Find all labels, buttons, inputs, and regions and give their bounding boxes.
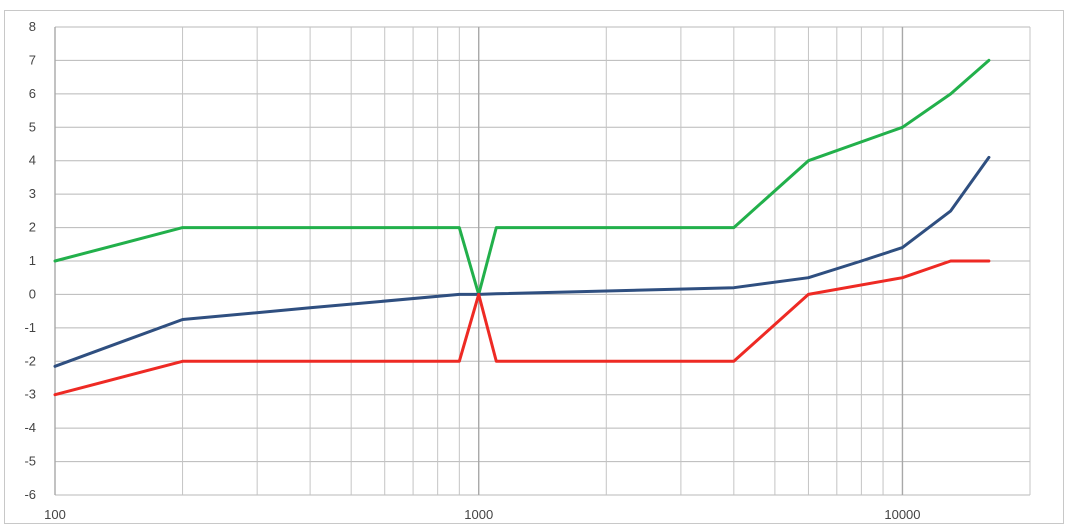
chart-frame [4, 10, 1064, 524]
y-tick-label: -6 [24, 487, 36, 502]
gridlines [54, 26, 1031, 496]
x-tick-label: 1000 [464, 507, 493, 522]
x-tick-label: 100 [44, 507, 66, 522]
y-tick-label: 5 [29, 119, 36, 134]
y-tick-label: -3 [24, 387, 36, 402]
y-tick-label: -2 [24, 353, 36, 368]
y-tick-label: -4 [24, 420, 36, 435]
y-tick-label: 4 [29, 153, 36, 168]
series-lines [53, 58, 991, 397]
y-tick-label: 8 [29, 19, 36, 34]
y-tick-label: -5 [24, 454, 36, 469]
y-tick-label: 7 [29, 52, 36, 67]
y-tick-label: 2 [29, 220, 36, 235]
y-tick-label: -1 [24, 320, 36, 335]
series-line-1 [53, 58, 991, 296]
tick-labels: 8 7 6 5 4 3 2 1 0 -1 -2 -3 -4 -5 -6 100 1000 10000 [24, 19, 920, 522]
y-tick-label: 0 [29, 286, 36, 301]
y-tick-label: 6 [29, 86, 36, 101]
x-tick-label: 10000 [884, 507, 920, 522]
y-tick-label: 3 [29, 186, 36, 201]
series-line-2 [53, 155, 991, 368]
series-line-3 [53, 259, 991, 397]
y-tick-label: 1 [29, 253, 36, 268]
